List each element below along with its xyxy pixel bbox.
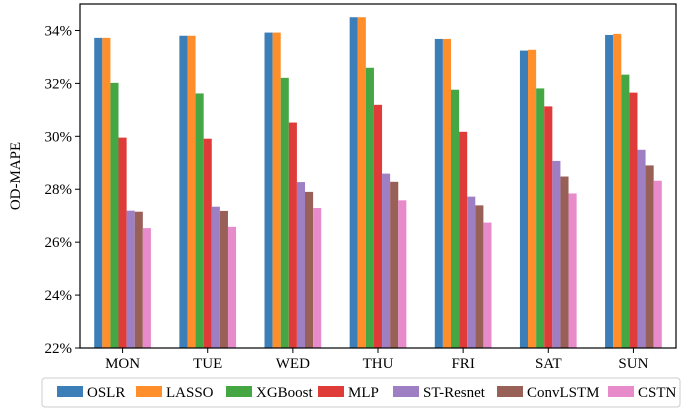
y-tick-label: 26% (45, 235, 73, 251)
legend-swatch (57, 386, 83, 397)
bar-oslr-mon (94, 37, 103, 349)
bar-lasso-sat (528, 49, 537, 348)
legend-swatch (318, 386, 344, 397)
bar-lasso-fri (442, 38, 451, 348)
bar-convlstm-sat (560, 176, 569, 348)
bar-oslr-tue (179, 35, 188, 348)
x-tick-label: FRI (451, 356, 474, 372)
y-tick-label: 28% (45, 182, 73, 198)
legend-label: XGBoost (256, 385, 314, 401)
bar-mlp-tue (203, 138, 212, 348)
bar-convlstm-thu (390, 181, 399, 348)
legend-swatch (497, 386, 523, 397)
bar-st-resnet-sat (552, 160, 561, 348)
bar-mlp-thu (373, 104, 383, 349)
x-tick-label: THU (363, 356, 394, 372)
legend: OSLR LASSO XGBoost MLP ST-Resnet ConvLSTM CSTN (41, 377, 681, 408)
bar-xgboost-fri (450, 89, 460, 348)
legend-label: OSLR (87, 385, 125, 401)
bar-cstn-tue (227, 226, 237, 348)
bar-st-resnet-fri (467, 196, 476, 348)
y-tick-label: 24% (45, 288, 73, 304)
bar-st-resnet-wed (296, 182, 306, 348)
bar-oslr-wed (264, 32, 273, 348)
bar-cstn-thu (398, 200, 407, 348)
legend-label: MLP (348, 385, 379, 401)
bar-st-resnet-thu (382, 173, 391, 348)
bar-lasso-thu (357, 17, 366, 348)
bar-oslr-sat (519, 50, 529, 349)
bar-mlp-wed (288, 122, 297, 348)
legend-label: ConvLSTM (527, 385, 600, 401)
bar-lasso-mon (102, 37, 111, 349)
bar-oslr-thu (349, 17, 358, 348)
y-axis: 22% 24% 26% 28% 30% 32% 34% (45, 23, 80, 357)
bar-xgboost-sat (536, 88, 545, 349)
x-tick-label: SAT (535, 356, 562, 372)
x-tick-label: TUE (193, 356, 222, 372)
legend-box (41, 377, 681, 408)
bar-mlp-mon (118, 137, 127, 348)
legend-label: LASSO (166, 385, 214, 401)
y-tick-label: 32% (45, 76, 73, 92)
bar-xgboost-mon (110, 82, 119, 349)
y-tick-label: 34% (45, 23, 73, 39)
bar-st-resnet-mon (126, 210, 135, 348)
bar-cstn-sun (653, 180, 662, 348)
bar-convlstm-fri (475, 205, 484, 348)
bar-st-resnet-sun (637, 149, 646, 348)
bar-lasso-tue (187, 35, 196, 348)
bar-xgboost-sun (621, 74, 630, 348)
legend-label: CSTN (638, 385, 677, 401)
y-tick-label: 22% (45, 341, 73, 357)
bars-layer (94, 17, 662, 349)
bar-oslr-sun (605, 34, 614, 349)
bar-mlp-sun (629, 92, 638, 349)
legend-swatch (136, 386, 162, 397)
bar-xgboost-tue (195, 93, 204, 348)
bar-lasso-wed (272, 32, 281, 348)
bar-xgboost-wed (280, 77, 289, 348)
bar-convlstm-mon (134, 211, 143, 348)
x-tick-label: SUN (618, 356, 648, 372)
bar-oslr-fri (434, 38, 443, 348)
bar-convlstm-wed (305, 191, 314, 348)
bar-mlp-fri (459, 131, 468, 348)
bar-cstn-mon (142, 228, 151, 348)
y-axis-label: OD-MAPE (8, 142, 24, 210)
x-tick-label: MON (105, 356, 140, 372)
bar-st-resnet-tue (211, 206, 220, 348)
bar-cstn-sat (568, 193, 577, 348)
bar-convlstm-sun (645, 165, 654, 348)
y-tick-label: 30% (45, 129, 73, 145)
legend-label: ST-Resnet (423, 385, 486, 401)
legend-swatch (226, 386, 252, 397)
bar-mlp-sat (544, 106, 553, 348)
bar-cstn-fri (483, 222, 492, 348)
bar-convlstm-tue (219, 210, 228, 348)
bar-lasso-sun (613, 33, 622, 348)
bar-cstn-wed (313, 208, 322, 348)
legend-swatch (608, 386, 634, 397)
x-axis: MON TUE WED THU FRI SAT SUN (105, 348, 649, 372)
bar-xgboost-thu (365, 67, 374, 348)
legend-swatch (393, 386, 419, 397)
x-tick-label: WED (276, 356, 310, 372)
